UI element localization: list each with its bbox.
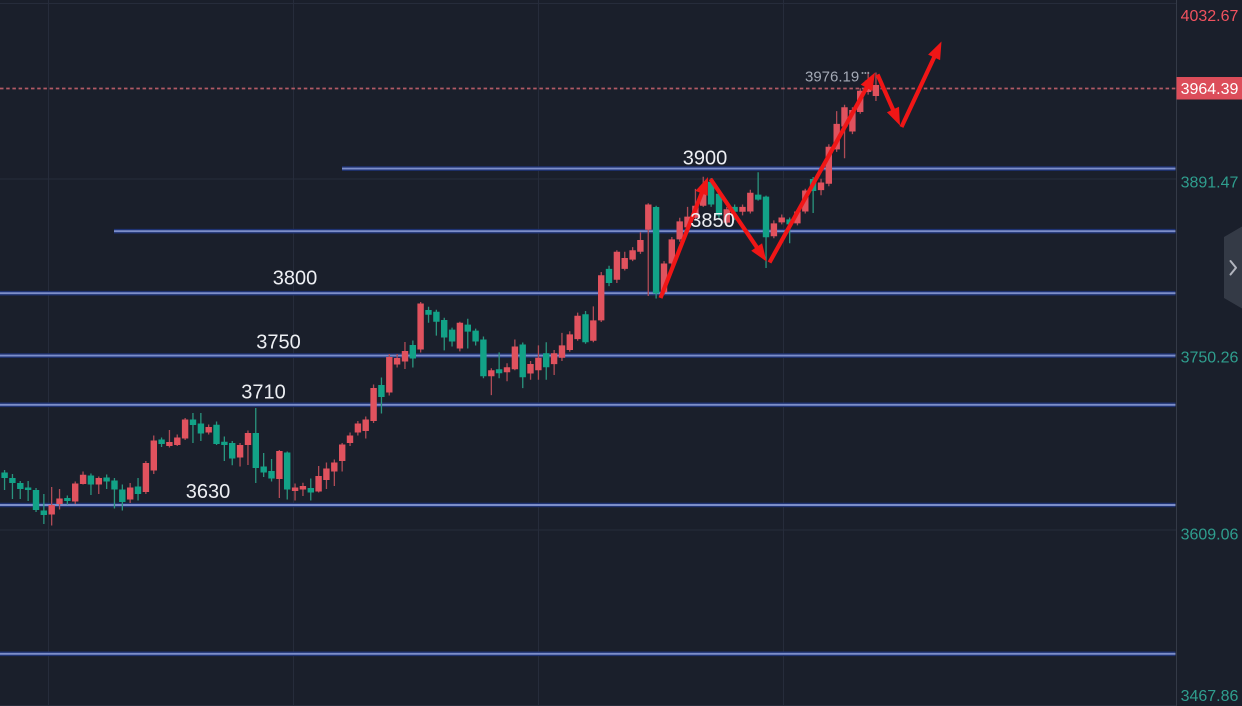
svg-text:3467.86: 3467.86 xyxy=(1181,688,1239,705)
svg-text:3976.19: 3976.19 xyxy=(805,69,859,86)
svg-text:3609.06: 3609.06 xyxy=(1181,527,1239,544)
svg-text:3630: 3630 xyxy=(186,481,231,503)
svg-text:3964.39: 3964.39 xyxy=(1181,81,1239,98)
svg-text:3750.26: 3750.26 xyxy=(1181,350,1239,367)
svg-text:3850: 3850 xyxy=(690,210,735,232)
svg-text:3710: 3710 xyxy=(241,382,286,404)
svg-text:3900: 3900 xyxy=(683,147,728,169)
svg-text:3750: 3750 xyxy=(256,332,301,354)
svg-text:4032.67: 4032.67 xyxy=(1181,8,1239,25)
svg-text:3800: 3800 xyxy=(273,267,318,289)
svg-text:3891.47: 3891.47 xyxy=(1181,174,1239,191)
